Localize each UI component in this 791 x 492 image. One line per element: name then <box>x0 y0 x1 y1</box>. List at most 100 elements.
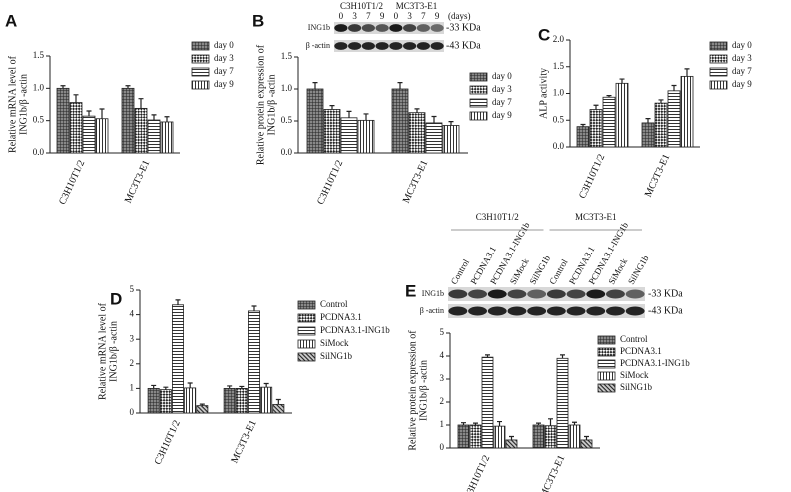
legend-label: PCDNA3.1 <box>320 312 362 322</box>
legend-label: PCDNA3.1-ING1b <box>320 325 390 335</box>
bar <box>121 87 135 154</box>
error-bar <box>187 382 193 388</box>
bar <box>196 405 209 414</box>
y-tick-label: 5 <box>130 284 135 294</box>
legend-swatch <box>597 335 616 345</box>
legend-label: SiMock <box>320 338 349 348</box>
error-bar <box>497 420 502 427</box>
error-bar <box>548 418 553 426</box>
error-bar <box>473 422 478 425</box>
y-axis-label: Relative mRNA level of <box>97 302 108 400</box>
legend-label: Control <box>320 299 348 309</box>
legend-swatch <box>709 41 728 51</box>
blot-band <box>546 306 566 316</box>
legend-swatch <box>597 359 616 369</box>
bar <box>580 439 593 449</box>
y-tick-label: 1.0 <box>33 82 45 92</box>
panel-letter: C <box>538 25 550 44</box>
error-bar <box>164 116 170 122</box>
blot-row-label: β -actin <box>420 306 444 315</box>
blot-band <box>468 306 488 316</box>
blot-row-label: ING1b <box>308 23 330 32</box>
blot-background <box>334 40 444 52</box>
blot-band <box>361 42 375 50</box>
legend-swatch <box>597 371 616 381</box>
bar <box>340 117 358 154</box>
blot-lane-label: 9 <box>435 11 440 21</box>
bar <box>147 387 160 414</box>
legend-label: day 3 <box>732 53 752 63</box>
blot-row-label: ING1b <box>422 289 444 298</box>
y-axis-label: ING1b/β -actin <box>266 75 277 136</box>
error-bar <box>593 104 599 110</box>
y-axis-label: ING1b/β -actin <box>18 74 29 135</box>
blot-lane-label: 7 <box>421 11 426 21</box>
blot-band <box>416 24 430 32</box>
bar <box>667 90 681 148</box>
bar <box>408 112 426 154</box>
blot-band <box>605 289 625 299</box>
bar <box>323 109 341 154</box>
legend-label: day 7 <box>732 66 752 76</box>
legend-swatch <box>191 41 210 51</box>
error-bar <box>671 84 677 91</box>
blot-band <box>468 289 488 299</box>
blot-band <box>375 42 389 50</box>
y-tick-label: 5 <box>440 327 445 337</box>
blot-band <box>546 289 566 299</box>
blot-band <box>389 24 403 32</box>
blot-band <box>586 289 606 299</box>
error-bar <box>606 95 612 98</box>
blot-lane-label: 7 <box>366 11 371 21</box>
bar <box>457 424 470 449</box>
legend-label: SiMock <box>620 370 649 380</box>
y-tick-label: 2 <box>130 358 135 368</box>
bar <box>493 425 506 449</box>
legend-swatch <box>597 383 616 393</box>
error-bar <box>99 108 105 119</box>
bar <box>357 119 375 154</box>
blot-band <box>527 306 547 316</box>
y-tick-label: 1.5 <box>281 51 293 61</box>
x-tick-label: C3H10T1/2 <box>462 454 492 492</box>
blot-lane-label: 3 <box>407 11 412 21</box>
y-axis-label: Relative mRNA level of <box>7 55 18 153</box>
error-bar <box>125 85 131 89</box>
bar <box>556 357 569 449</box>
y-tick-label: 0.0 <box>553 141 565 151</box>
bar <box>260 386 273 414</box>
error-bar <box>275 398 281 405</box>
bar <box>82 115 96 154</box>
bar <box>481 356 494 449</box>
blot-band <box>527 289 547 299</box>
y-tick-label: 3 <box>130 333 135 343</box>
panel-letter: E <box>405 281 416 300</box>
blot-band <box>430 24 444 32</box>
y-tick-label: 0.5 <box>553 114 565 124</box>
x-tick-label: MC3T3-E1 <box>229 419 258 465</box>
y-axis-label: ING1b/β -actin <box>418 360 429 421</box>
y-tick-label: 3 <box>440 373 445 383</box>
blot-band <box>566 306 586 316</box>
error-bar <box>363 113 369 121</box>
blot-band <box>334 24 348 32</box>
error-bar <box>461 422 466 425</box>
bar <box>248 310 260 414</box>
legend-swatch <box>469 98 488 108</box>
blot-band <box>507 306 527 316</box>
blot-band <box>586 306 606 316</box>
bar <box>654 102 668 148</box>
legend-label: SilNG1b <box>320 351 353 361</box>
bar <box>272 403 285 414</box>
bar <box>425 122 443 154</box>
blot-size-label: -33 KDa <box>446 22 481 33</box>
blot-group-label: MC3T3-E1 <box>575 212 617 222</box>
legend-label: day 0 <box>732 40 752 50</box>
y-tick-label: 0.5 <box>281 115 293 125</box>
blot-band <box>389 42 403 50</box>
error-bar <box>329 105 335 110</box>
error-bar <box>560 354 565 359</box>
y-tick-label: 0.0 <box>33 147 45 157</box>
legend-label: day 9 <box>214 79 234 89</box>
blot-band <box>348 42 362 50</box>
